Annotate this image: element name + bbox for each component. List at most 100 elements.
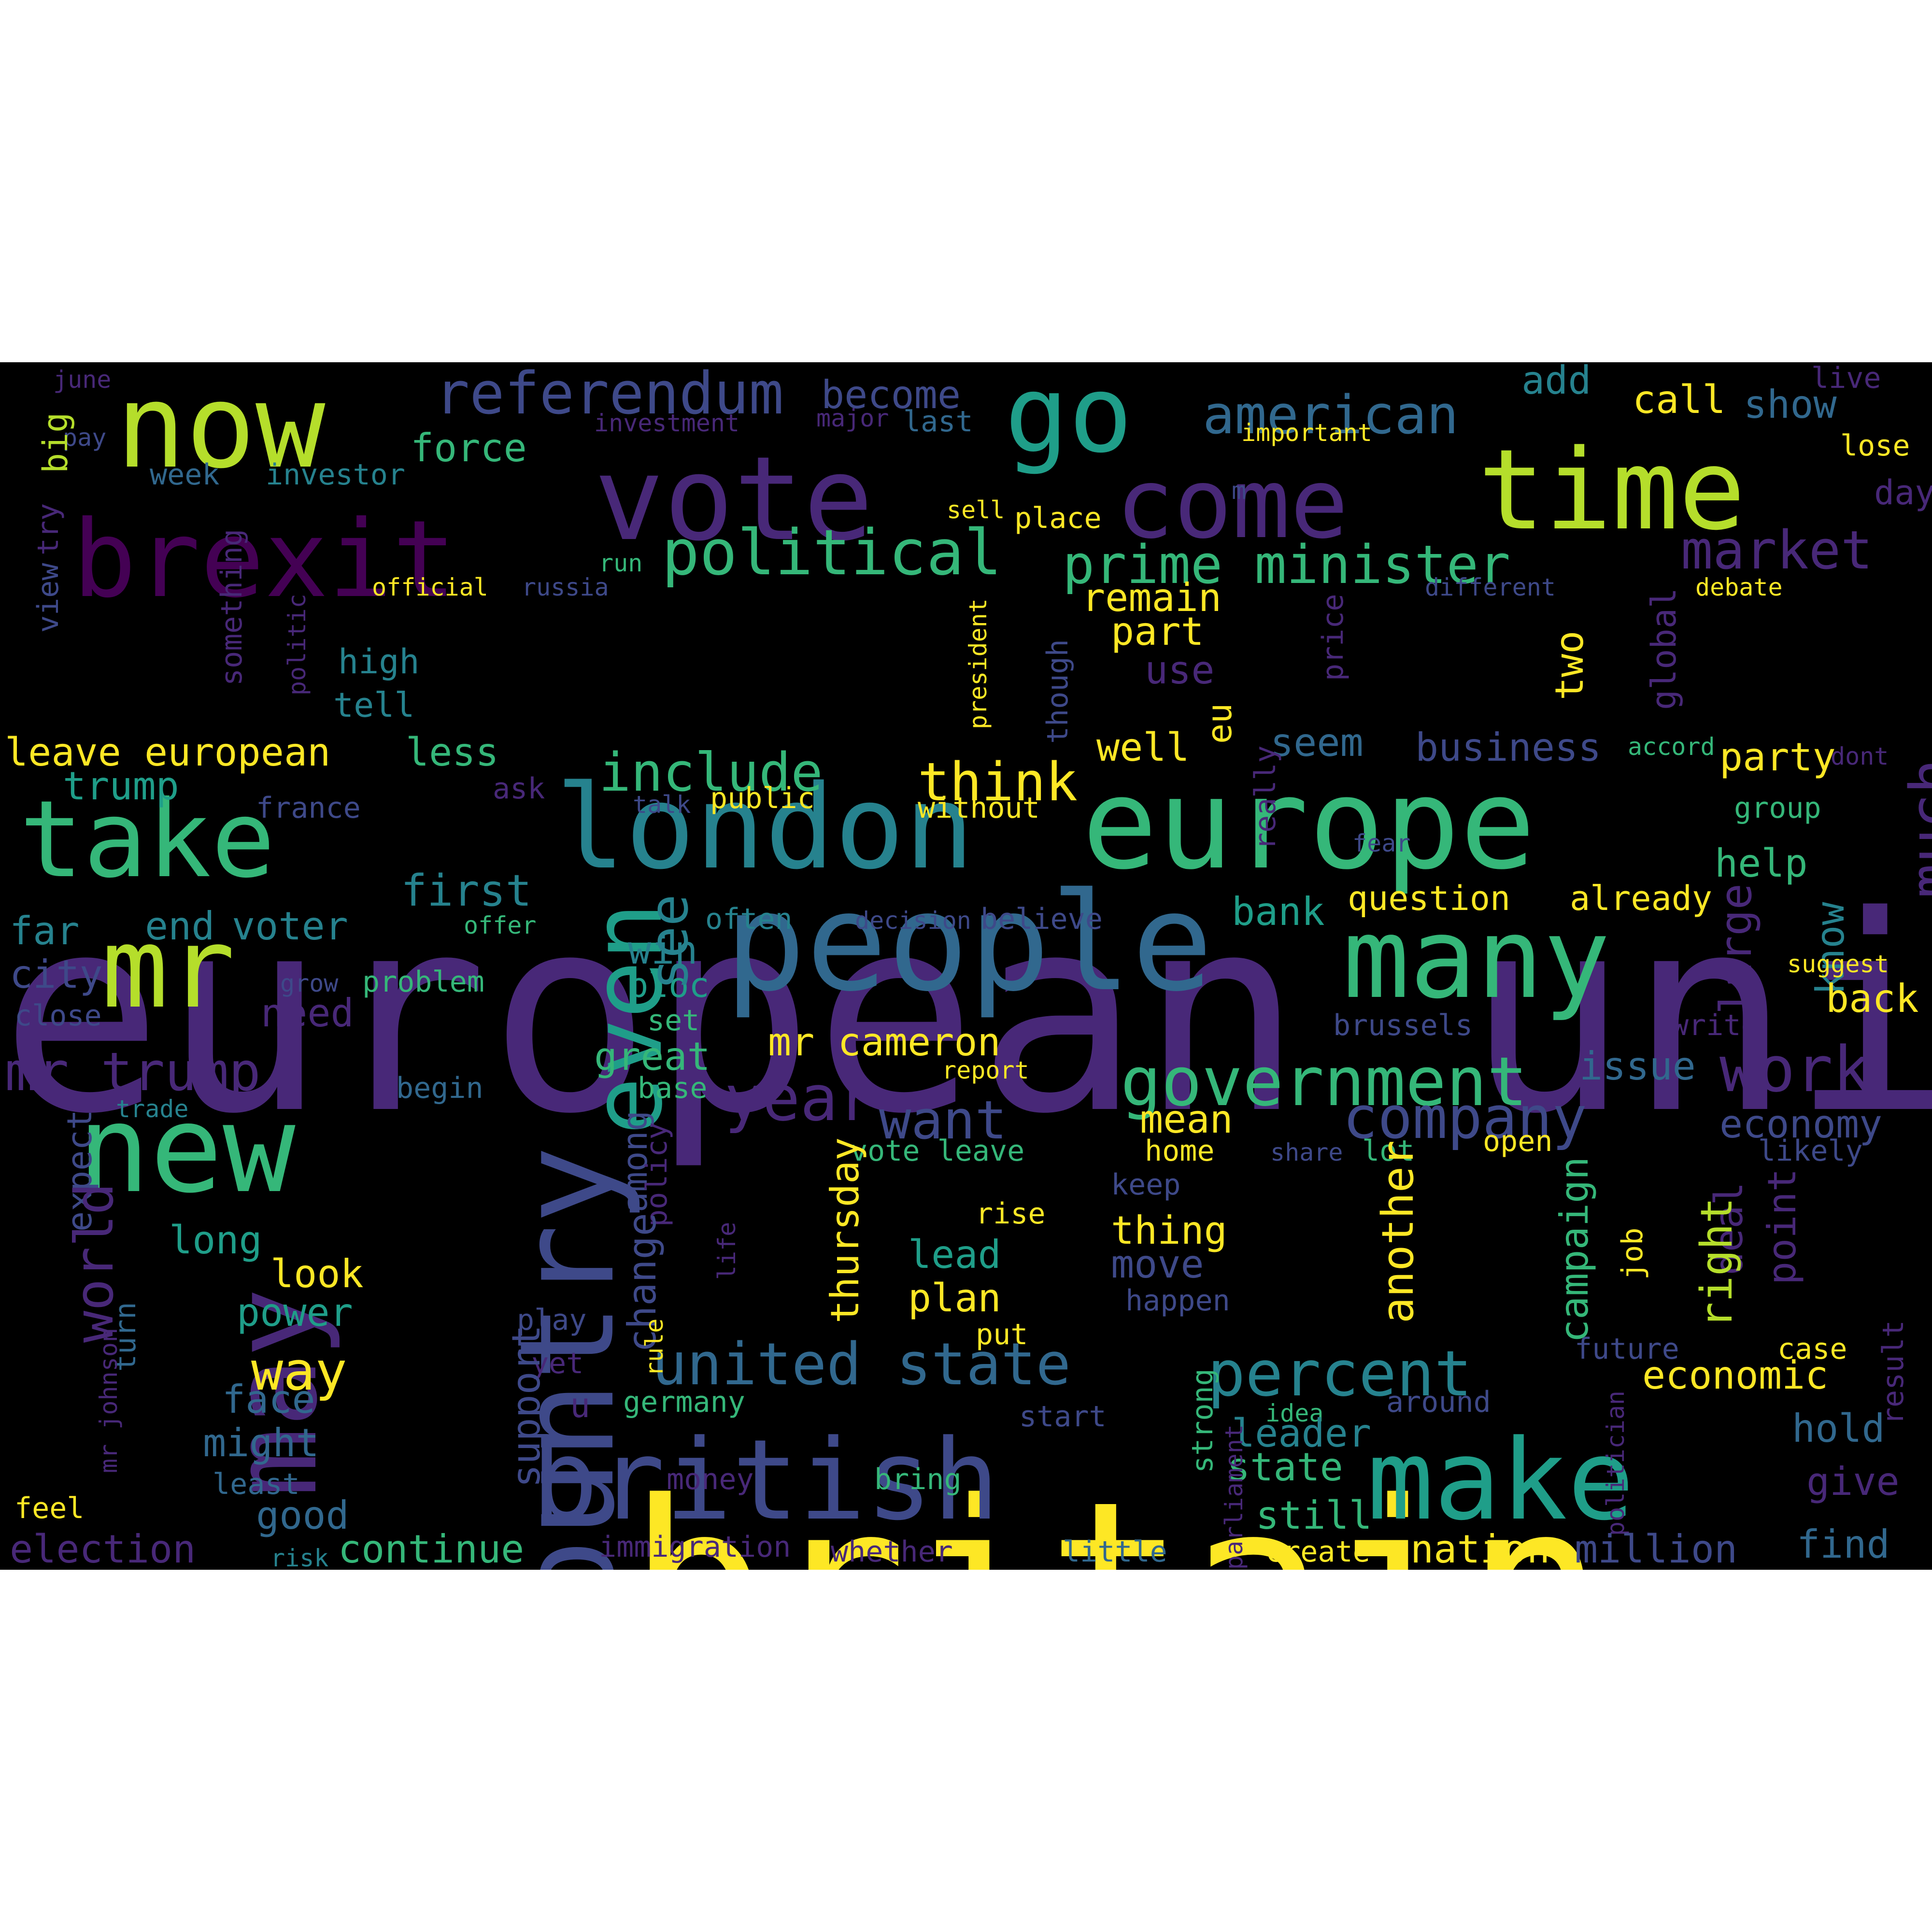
word-first: first (401, 865, 532, 916)
word-talk: talk (633, 791, 691, 819)
word-keep: keep (1111, 1168, 1181, 1202)
word-lot: lot (1362, 1134, 1415, 1168)
word-price: price (1316, 594, 1350, 681)
word-without: without (918, 791, 1040, 825)
word-important: important (1241, 419, 1372, 447)
word-company: company (1343, 1085, 1587, 1152)
word-market: market (1681, 519, 1873, 582)
word-continue: continue (338, 1526, 525, 1570)
word-grow: grow (280, 969, 339, 997)
word-feel: feel (14, 1492, 85, 1526)
word-immigration: immigration (599, 1530, 791, 1564)
word-see: see (638, 894, 700, 990)
word-end: end (145, 903, 215, 949)
word-now: now (116, 362, 326, 494)
word-look: look (270, 1251, 364, 1296)
word-time: time (1478, 426, 1746, 555)
word-something: something (215, 528, 249, 686)
word-political: political (662, 515, 1002, 589)
word-bank: bank (1232, 889, 1325, 934)
word-include: include (599, 741, 823, 804)
word-plan: plan (908, 1275, 1001, 1321)
word-global: global (1644, 588, 1684, 710)
word-close: close (14, 999, 102, 1033)
word-back: back (1826, 976, 1919, 1021)
word-home: home (1145, 1134, 1215, 1168)
word-try: try (31, 503, 65, 555)
word-far: far (10, 908, 80, 953)
word-power: power (237, 1290, 353, 1335)
word-eu: eu (1200, 703, 1239, 744)
word-give: give (1806, 1459, 1900, 1504)
word-president: president (964, 598, 992, 729)
word-life: life (713, 1222, 741, 1280)
word-many: many (1343, 894, 1610, 1023)
word-million: million (1575, 1526, 1738, 1570)
word-prime-minister: prime minister (1063, 534, 1511, 596)
word-find: find (1797, 1521, 1890, 1567)
word-politician: politician (1602, 1390, 1630, 1536)
word-sell: sell (947, 496, 1005, 524)
word-take: take (19, 778, 275, 902)
word-though: though (1041, 639, 1075, 744)
word-bring: bring (874, 1463, 962, 1497)
word-public: public (710, 781, 815, 816)
word-work: work (1719, 1032, 1871, 1106)
word-might: might (203, 1420, 319, 1465)
word-want: want (879, 1089, 1007, 1151)
word-brexit: brexit (72, 497, 456, 622)
word-set: set (647, 1004, 700, 1038)
word-trade: trade (116, 1095, 189, 1123)
word-make: make (1367, 1416, 1634, 1545)
word-add: add (1521, 362, 1591, 403)
word-week: week (150, 458, 220, 492)
word-much: much (1898, 759, 1932, 898)
word-accord: accord (1628, 733, 1715, 761)
word-part: part (1111, 609, 1204, 654)
word-little: little (1063, 1535, 1167, 1569)
word-vote-leave: vote leave (850, 1134, 1025, 1168)
word-trump: trump (63, 763, 179, 809)
word-economic: economic (1642, 1352, 1829, 1398)
word-economy: economy (1719, 1101, 1883, 1147)
word-need: need (261, 990, 354, 1036)
word-party: party (1719, 734, 1836, 780)
word-show: show (1744, 382, 1837, 427)
word-well: well (1096, 724, 1190, 770)
word-american: american (1203, 384, 1459, 446)
word-likely: likely (1758, 1134, 1863, 1168)
word-business: business (1415, 724, 1602, 770)
word-last: last (903, 405, 973, 439)
word-way: way (251, 1340, 347, 1403)
word-state: state (1227, 1444, 1343, 1490)
word-british: british (531, 1416, 1000, 1545)
word-germany: germany (623, 1385, 745, 1420)
word-create: create (1265, 1535, 1370, 1569)
word-think: think (918, 751, 1078, 813)
word-support: support (504, 1324, 549, 1488)
word-u: u (570, 1386, 591, 1426)
word-idea: idea (1265, 1399, 1324, 1427)
word-write: write (1671, 1009, 1759, 1043)
word-lead: lead (908, 1232, 1001, 1277)
word-policy: policy (640, 1122, 674, 1227)
word-great: great (594, 1034, 710, 1079)
word-referendum: referendum (435, 362, 784, 428)
word-live: live (1811, 362, 1881, 396)
word-go: go (1005, 362, 1133, 477)
word-suggest: suggest (1787, 950, 1889, 978)
word-new: new (77, 1079, 296, 1220)
word-france: france (256, 791, 361, 825)
word-year: year (724, 1061, 876, 1135)
word-people: people (724, 864, 1213, 1022)
word-rule: rule (640, 1318, 668, 1377)
word-use: use (1145, 647, 1215, 693)
word-politic: politic (283, 594, 311, 696)
word-report: report (942, 1056, 1029, 1084)
word-london: london (555, 759, 974, 895)
word-high: high (338, 642, 420, 682)
word-often: often (705, 902, 793, 937)
word-mean: mean (1140, 1096, 1233, 1142)
word-europe: europe (1082, 752, 1536, 898)
word-help: help (1715, 840, 1808, 886)
